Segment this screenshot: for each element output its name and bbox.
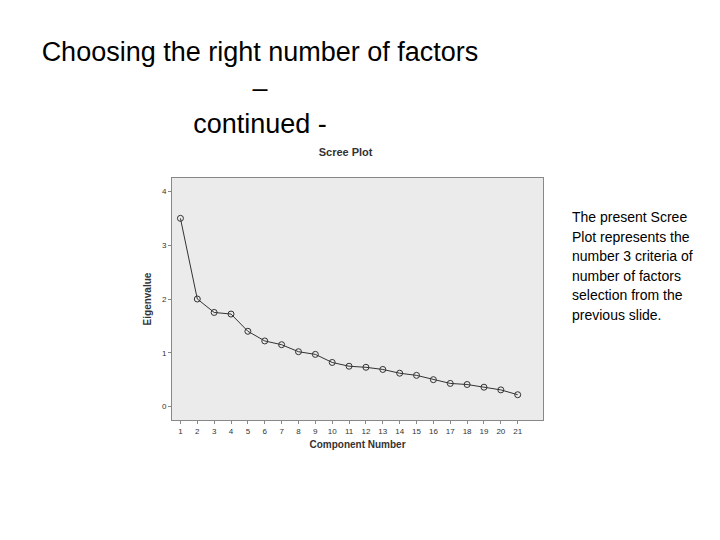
svg-text:Scree Plot: Scree Plot — [319, 146, 373, 158]
svg-text:10: 10 — [328, 427, 337, 436]
svg-text:1: 1 — [178, 427, 183, 436]
svg-text:16: 16 — [429, 427, 438, 436]
svg-text:12: 12 — [361, 427, 370, 436]
svg-text:7: 7 — [279, 427, 284, 436]
svg-text:6: 6 — [263, 427, 268, 436]
svg-text:8: 8 — [296, 427, 301, 436]
svg-text:20: 20 — [496, 427, 505, 436]
svg-text:1: 1 — [162, 349, 167, 358]
svg-text:Eigenvalue: Eigenvalue — [142, 272, 153, 325]
svg-text:3: 3 — [212, 427, 217, 436]
svg-text:2: 2 — [162, 295, 167, 304]
svg-text:2: 2 — [195, 427, 200, 436]
svg-text:15: 15 — [412, 427, 421, 436]
html-text:Choosing the right number of f: Choosing the right number of factors – — [41, 37, 479, 103]
svg-text:Component Number: Component Number — [309, 439, 405, 450]
svg-text:21: 21 — [513, 427, 522, 436]
svg-text:19: 19 — [480, 427, 489, 436]
svg-text:11: 11 — [345, 427, 354, 436]
svg-text:4: 4 — [162, 187, 167, 196]
svg-text:18: 18 — [463, 427, 472, 436]
svg-text:14: 14 — [395, 427, 404, 436]
svg-text:5: 5 — [246, 427, 251, 436]
html-text:continued -: continued - — [193, 109, 327, 139]
svg-text:0: 0 — [162, 402, 167, 411]
svg-text:13: 13 — [378, 427, 387, 436]
svg-text:17: 17 — [446, 427, 455, 436]
svg-text:3: 3 — [162, 241, 167, 250]
svg-text:4: 4 — [229, 427, 234, 436]
html-text:The present Scree Plot represe: The present Scree Plot represents the nu… — [572, 209, 693, 323]
svg-text:9: 9 — [313, 427, 318, 436]
